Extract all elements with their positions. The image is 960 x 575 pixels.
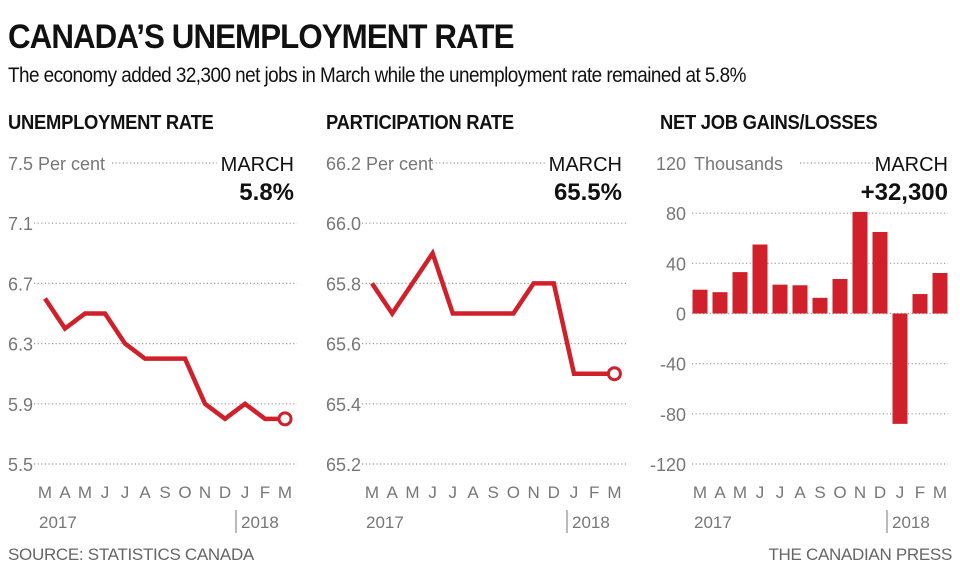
data-bar [812, 297, 828, 314]
y-tick-label: 65.2 [326, 455, 361, 475]
x-tick-label: O [507, 483, 520, 502]
x-tick-label: D [548, 483, 560, 502]
participation-rate-chart: 66.2 66.0 65.8 65.6 65.4 65.2 Per cent MARCH 65.… [326, 154, 626, 533]
year-label: 2017 [366, 513, 404, 532]
unemployment-chart-title: UNEMPLOYMENT RATE [8, 112, 214, 134]
data-bar [892, 313, 908, 424]
x-tick-label: F [589, 483, 599, 502]
data-bar [832, 279, 848, 314]
callout-value: 5.8% [239, 179, 294, 206]
year-label: 2017 [39, 513, 77, 532]
year-label: 2017 [694, 513, 732, 532]
unit-label: Per cent [38, 154, 105, 174]
y-tick-label: 65.4 [326, 395, 361, 415]
data-bar [932, 272, 948, 314]
net-job-gains-chart: 120 80 40 0 -40 -80 -120 Thousands MARCH +32,300 M… [650, 154, 948, 533]
y-tick-label: 5.5 [8, 455, 33, 475]
x-tick-label: J [776, 483, 785, 502]
year-label: 2018 [892, 513, 930, 532]
x-tick-label: M [365, 483, 379, 502]
end-marker [606, 366, 622, 382]
participation-chart-title: PARTICIPATION RATE [326, 112, 514, 134]
y-tick-label: 6.3 [8, 335, 33, 355]
x-tick-label: A [794, 483, 806, 502]
y-tick-label: 7.1 [8, 214, 33, 234]
page-title: CANADA’S UNEMPLOYMENT RATE [8, 18, 514, 56]
data-bar [732, 272, 748, 314]
net-jobs-chart-title: NET JOB GAINS/LOSSES [660, 112, 878, 134]
year-label: 2018 [572, 513, 610, 532]
x-tick-label: A [59, 483, 71, 502]
x-tick-label: M [933, 483, 947, 502]
y-tick-label: 40 [666, 254, 686, 274]
callout-value: 65.5% [554, 179, 622, 206]
y-tick-label: 66.0 [326, 214, 361, 234]
data-bar [872, 231, 888, 314]
x-tick-label: A [714, 483, 726, 502]
x-tick-label: S [814, 483, 825, 502]
data-bar [772, 284, 788, 314]
x-tick-label: M [405, 483, 419, 502]
x-tick-label: O [178, 483, 191, 502]
unit-label: Per cent [366, 154, 433, 174]
data-bar [792, 285, 808, 314]
x-tick-label: N [199, 483, 211, 502]
callout-label: MARCH [549, 154, 622, 176]
x-tick-label: M [38, 483, 52, 502]
x-tick-label: J [896, 483, 905, 502]
y-tick-label: -120 [650, 455, 686, 475]
callout-label: MARCH [875, 154, 948, 176]
x-tick-label: M [693, 483, 707, 502]
x-tick-label: F [260, 483, 270, 502]
x-tick-label: A [387, 483, 399, 502]
x-tick-label: M [278, 483, 292, 502]
data-bar [912, 294, 928, 314]
x-tick-label: D [874, 483, 886, 502]
x-tick-label: D [219, 483, 231, 502]
y-tick-label: 7.5 [8, 154, 33, 174]
x-tick-label: J [241, 483, 250, 502]
callout-value: +32,300 [861, 179, 948, 206]
x-tick-label: J [756, 483, 765, 502]
x-tick-label: J [570, 483, 579, 502]
y-tick-label: 0 [676, 305, 686, 325]
end-marker [277, 411, 293, 427]
x-tick-label: M [78, 483, 92, 502]
data-bar [752, 244, 768, 314]
y-tick-label: 6.7 [8, 274, 33, 294]
year-label: 2018 [241, 513, 279, 532]
source-note: SOURCE: STATISTICS CANADA [8, 545, 254, 564]
x-tick-label: N [854, 483, 866, 502]
data-bar [712, 292, 728, 314]
y-tick-label: 66.2 [326, 154, 361, 174]
x-tick-label: A [139, 483, 151, 502]
y-tick-label: 65.8 [326, 274, 361, 294]
x-tick-label: J [121, 483, 130, 502]
x-tick-label: O [833, 483, 846, 502]
unit-label: Thousands [694, 154, 783, 174]
y-tick-label: -80 [660, 405, 686, 425]
callout-label: MARCH [221, 154, 294, 176]
x-tick-label: F [915, 483, 925, 502]
data-bar [852, 211, 868, 314]
page-subtitle: The economy added 32,300 net jobs in Mar… [8, 64, 746, 87]
y-tick-label: 80 [666, 204, 686, 224]
x-tick-label: M [733, 483, 747, 502]
y-tick-label: -40 [660, 355, 686, 375]
data-bar [692, 289, 708, 314]
x-tick-label: J [101, 483, 110, 502]
y-tick-label: 120 [656, 154, 686, 174]
y-tick-label: 65.6 [326, 335, 361, 355]
x-tick-label: J [428, 483, 437, 502]
x-tick-label: S [488, 483, 499, 502]
x-tick-label: N [527, 483, 539, 502]
x-tick-label: M [607, 483, 621, 502]
x-tick-label: J [449, 483, 458, 502]
credit-note: THE CANADIAN PRESS [768, 545, 952, 564]
x-tick-label: S [159, 483, 170, 502]
y-tick-label: 5.9 [8, 395, 33, 415]
x-tick-label: A [467, 483, 479, 502]
